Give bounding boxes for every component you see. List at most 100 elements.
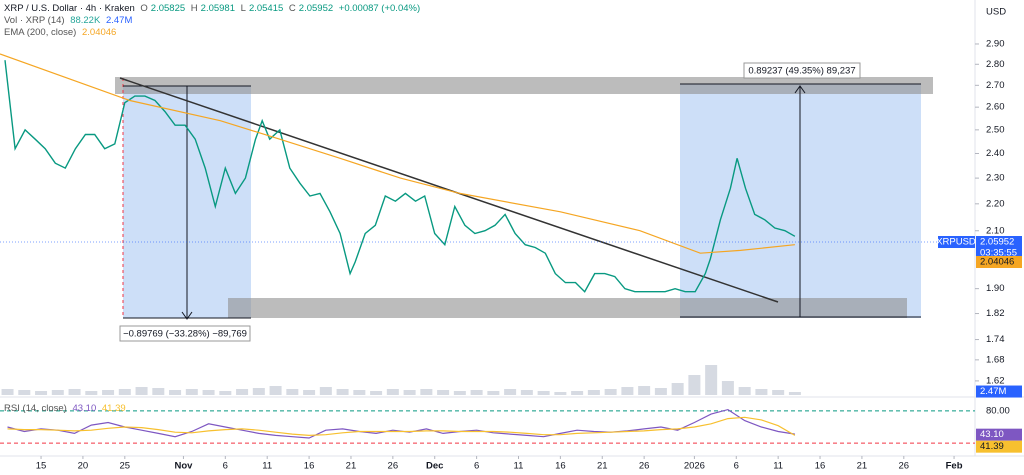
x-tick-label: 16 [304, 461, 315, 472]
volume-bar [470, 390, 483, 395]
volume-bar [319, 387, 332, 395]
x-tick-label: 21 [597, 461, 608, 472]
volume-bar [621, 387, 634, 395]
volume-bar [219, 391, 232, 395]
volume-bar [370, 391, 383, 395]
volume-bar [604, 389, 617, 395]
volume-bar [135, 387, 148, 395]
x-tick-label: 11 [262, 461, 272, 472]
arrow-head [794, 85, 806, 94]
x-tick-label: 16 [815, 461, 826, 472]
volume-bar [721, 381, 734, 395]
symbol: XRP / U.S. Dollar · 4h · Kraken [4, 3, 135, 14]
x-tick-label: 21 [857, 461, 868, 472]
annotation-box [743, 62, 861, 79]
x-tick-label: Nov [174, 461, 193, 472]
ohlc-value: 2.05415 [248, 3, 284, 14]
volume-bar [286, 389, 299, 395]
x-tick-label: 15 [36, 461, 47, 472]
volume-bar [587, 390, 600, 395]
volume-bar [671, 383, 684, 395]
volume-bar [252, 388, 265, 395]
price-tag-text: 2.05952 [980, 237, 1014, 248]
y-tick-label: 2.60 [986, 102, 1005, 113]
volume-bar [520, 390, 533, 395]
volume-bar [403, 390, 416, 395]
x-tick-label: Feb [946, 461, 963, 472]
volume-bar [18, 390, 31, 395]
x-tick-label: 16 [555, 461, 566, 472]
x-tick-label: 6 [223, 461, 228, 472]
volume-tag [976, 385, 1022, 398]
x-tick-label: 6 [734, 461, 739, 472]
legend-row: XRP / U.S. Dollar · 4h · Kraken O 2.05825… [4, 3, 423, 15]
support-zone [228, 298, 907, 318]
resistance-zone [115, 77, 933, 94]
ema-tag-text: 2.04046 [980, 257, 1014, 268]
y-tick-label: 2.20 [986, 198, 1005, 209]
volume-bar [102, 390, 115, 395]
x-tick-label: 26 [388, 461, 399, 472]
currency: USD [986, 7, 1006, 18]
volume-bar [169, 390, 182, 395]
volume-bar [537, 391, 550, 395]
ohlc-value: 2.05981 [200, 3, 235, 14]
volume-bar [487, 391, 500, 395]
volume-bar [705, 365, 718, 395]
y-tick-label: 1.74 [986, 334, 1005, 345]
rsi-tag-text: 43.10 [980, 429, 1004, 440]
x-tick-label: 26 [639, 461, 650, 472]
ohlc-key: L [240, 3, 246, 14]
price-line [4, 60, 796, 293]
volume-bar [772, 390, 785, 395]
volume-bar [654, 388, 667, 395]
annotation: −0.89769 (−33.28%) −89,769 [123, 329, 247, 340]
y-tick-label: 1.82 [986, 308, 1005, 319]
volume-bar [437, 390, 450, 395]
volume-bar [118, 389, 131, 395]
ema-title: EMA (200, close) [4, 27, 77, 38]
arrow-head [181, 311, 193, 320]
ohlc-key: O [140, 3, 148, 14]
volume-bar [638, 386, 651, 395]
rsi-title: RSI (14, close) [4, 403, 67, 414]
volume-bar [152, 388, 165, 395]
volume-bar [202, 390, 215, 395]
y-tick-label: 2.40 [986, 148, 1005, 159]
ema-value: 2.04046 [81, 27, 117, 38]
symbol-tag-text: XRPUSD [936, 237, 976, 248]
rsi-ma-line [7, 416, 796, 437]
ohlc-key: H [190, 3, 198, 14]
rsi-legend: RSI (14, close) 43.10 41.39 [4, 403, 129, 414]
volume-bar [35, 391, 48, 395]
x-tick-label: 6 [474, 461, 479, 472]
y-tick-label: 2.30 [986, 173, 1005, 184]
rsi-ma-tag [976, 440, 1022, 453]
legend-row: EMA (200, close) 2.04046 [4, 27, 423, 39]
volume-bar [453, 391, 466, 395]
volume-bar [185, 389, 198, 395]
volume-bar [336, 389, 349, 395]
y-tick-label: 2.70 [986, 80, 1005, 91]
x-tick-label: Dec [426, 461, 443, 472]
rsi-value: 43.10 [72, 403, 97, 414]
volume-bar [788, 392, 801, 395]
y-tick-label: 1.90 [986, 283, 1005, 294]
volume-bar [504, 389, 517, 395]
annotation: 0.89237 (49.35%) 89,237 [748, 66, 855, 77]
volume-bar [68, 389, 81, 395]
ohlc-value: 2.05825 [150, 3, 186, 14]
symbol-tag [938, 236, 975, 249]
volume-bar [51, 390, 64, 395]
countdown: 03:35:55 [980, 248, 1017, 259]
x-tick-label: 26 [899, 461, 910, 472]
x-tick-label: 20 [78, 461, 89, 472]
volume-value: 2.47M [105, 15, 133, 26]
ohlc-value: 2.05952 [298, 3, 334, 14]
legend: XRP / U.S. Dollar · 4h · Kraken O 2.05825… [4, 3, 423, 39]
ohlc-key: C [288, 3, 296, 14]
volume-bar [554, 392, 567, 395]
volume-bar [303, 390, 316, 395]
